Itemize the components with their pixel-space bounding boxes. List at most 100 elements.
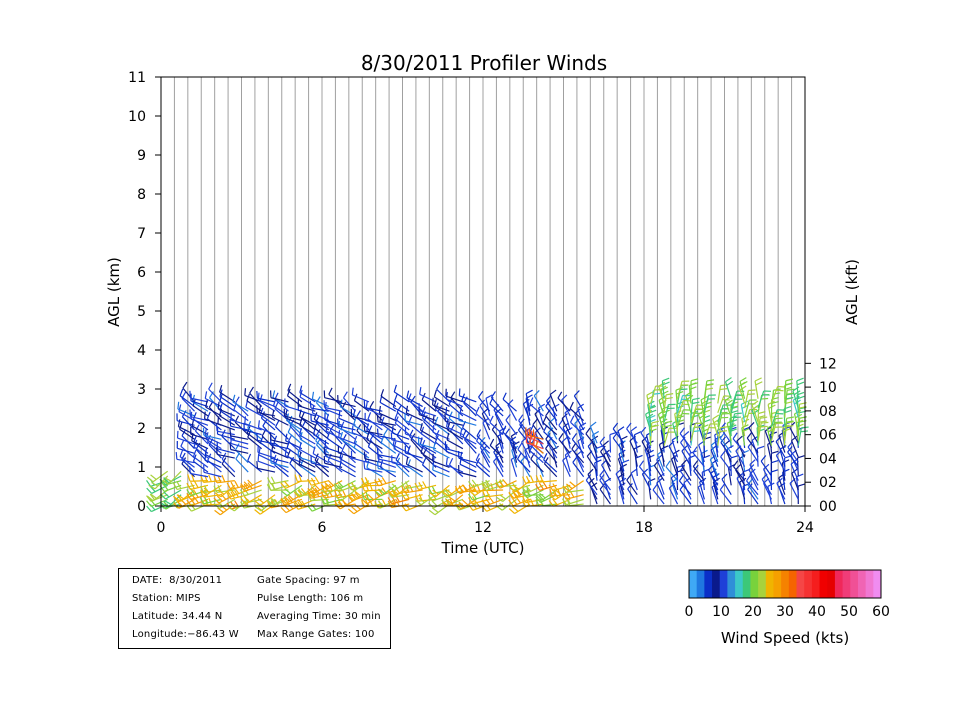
barb-feather <box>234 443 240 451</box>
wind-barb <box>216 441 235 454</box>
barb-shaft <box>245 406 262 417</box>
barb-feather <box>638 460 645 467</box>
barb-shaft <box>568 480 584 492</box>
barb-feather <box>490 391 496 398</box>
barb-shaft <box>445 447 464 454</box>
barb-shaft <box>697 414 705 432</box>
wind-barb <box>239 488 262 497</box>
barb-feather <box>571 442 577 450</box>
x-axis-label: Time (UTC) <box>441 539 525 557</box>
wind-barb <box>692 460 705 482</box>
barb-shaft <box>783 408 786 427</box>
wind-barb <box>420 426 437 445</box>
barb-shaft <box>657 477 665 495</box>
barb-feather <box>203 411 206 419</box>
barb-feather <box>720 436 726 443</box>
barb-shaft <box>434 423 450 436</box>
barb-feather <box>214 492 222 498</box>
barb-shaft <box>152 489 169 502</box>
barb-shaft <box>529 450 544 464</box>
info-averaging-time: Averaging Time: 30 min <box>257 611 381 622</box>
barb-shaft <box>406 397 423 408</box>
barb-shaft <box>445 498 464 507</box>
barb-feather <box>692 446 698 454</box>
barb-feather <box>314 453 319 461</box>
barb-feather <box>203 487 210 494</box>
barb-feather <box>635 454 643 459</box>
barb-shaft <box>493 451 504 468</box>
barb-shaft <box>671 482 679 500</box>
wind-barb <box>208 382 222 403</box>
barb-feather <box>338 493 345 499</box>
barb-feather <box>243 488 249 495</box>
barb-shaft <box>475 459 491 473</box>
barb-feather <box>299 418 303 426</box>
wind-barb <box>612 422 625 444</box>
barb-feather <box>274 420 280 428</box>
barb-shaft <box>640 432 652 449</box>
barb-feather <box>190 411 193 420</box>
barb-shaft <box>698 444 705 463</box>
wind-barb <box>542 416 558 436</box>
barb-shaft <box>406 412 423 422</box>
barb-feather <box>542 416 547 424</box>
barb-shaft <box>313 433 330 445</box>
wind-barb <box>703 394 716 413</box>
barb-feather <box>602 440 610 446</box>
barb-feather <box>228 506 235 512</box>
barb-feather <box>533 432 536 440</box>
barb-shaft <box>741 453 746 472</box>
colorbar-swatch <box>773 570 782 598</box>
barb-feather <box>414 494 419 502</box>
wind-barb <box>561 413 571 435</box>
barb-feather <box>310 477 316 485</box>
wind-barb <box>496 489 517 503</box>
barb-shaft <box>517 448 531 464</box>
wind-barb <box>796 455 805 476</box>
barb-feather <box>298 442 302 450</box>
wind-barb <box>341 401 356 422</box>
barb-shaft <box>663 428 670 446</box>
barb-shaft <box>301 417 316 431</box>
barb-feather <box>704 401 712 405</box>
barb-shaft <box>741 418 746 437</box>
barb-feather <box>217 489 225 495</box>
barb-feather <box>324 448 327 457</box>
barb-shaft <box>618 486 625 505</box>
barb-feather <box>353 435 358 444</box>
barb-feather <box>499 494 507 500</box>
barb-shaft <box>526 489 544 499</box>
wind-barb <box>334 480 356 490</box>
barb-shaft <box>271 450 289 459</box>
wind-barb <box>213 474 235 484</box>
wind-barb <box>323 400 343 412</box>
barb-feather <box>759 420 767 423</box>
barb-feather <box>394 393 398 401</box>
wind-barb <box>681 459 692 481</box>
barb-shaft <box>599 488 611 505</box>
wind-barb <box>180 439 195 459</box>
barb-shaft <box>314 427 330 440</box>
barb-feather <box>376 447 379 455</box>
barb-shaft <box>459 411 477 422</box>
barb-feather <box>363 461 366 469</box>
barb-shaft <box>341 407 356 422</box>
barb-shaft <box>751 409 759 428</box>
barb-feather <box>573 390 580 397</box>
barb-feather <box>299 385 303 393</box>
barb-feather <box>226 492 232 500</box>
barb-shaft <box>485 398 491 417</box>
barb-feather <box>553 488 557 496</box>
barb-shaft <box>787 446 799 463</box>
barb-feather <box>772 392 781 395</box>
barb-shaft <box>775 441 786 458</box>
barb-feather <box>287 383 292 391</box>
barb-feather <box>725 377 732 383</box>
barb-feather <box>190 481 195 489</box>
wind-barb <box>618 449 626 472</box>
barb-feather <box>392 437 396 446</box>
y-tick-label-left: 3 <box>137 382 146 398</box>
barb-feather <box>334 495 342 502</box>
barb-feather <box>653 459 660 466</box>
barb-shaft <box>656 454 665 472</box>
